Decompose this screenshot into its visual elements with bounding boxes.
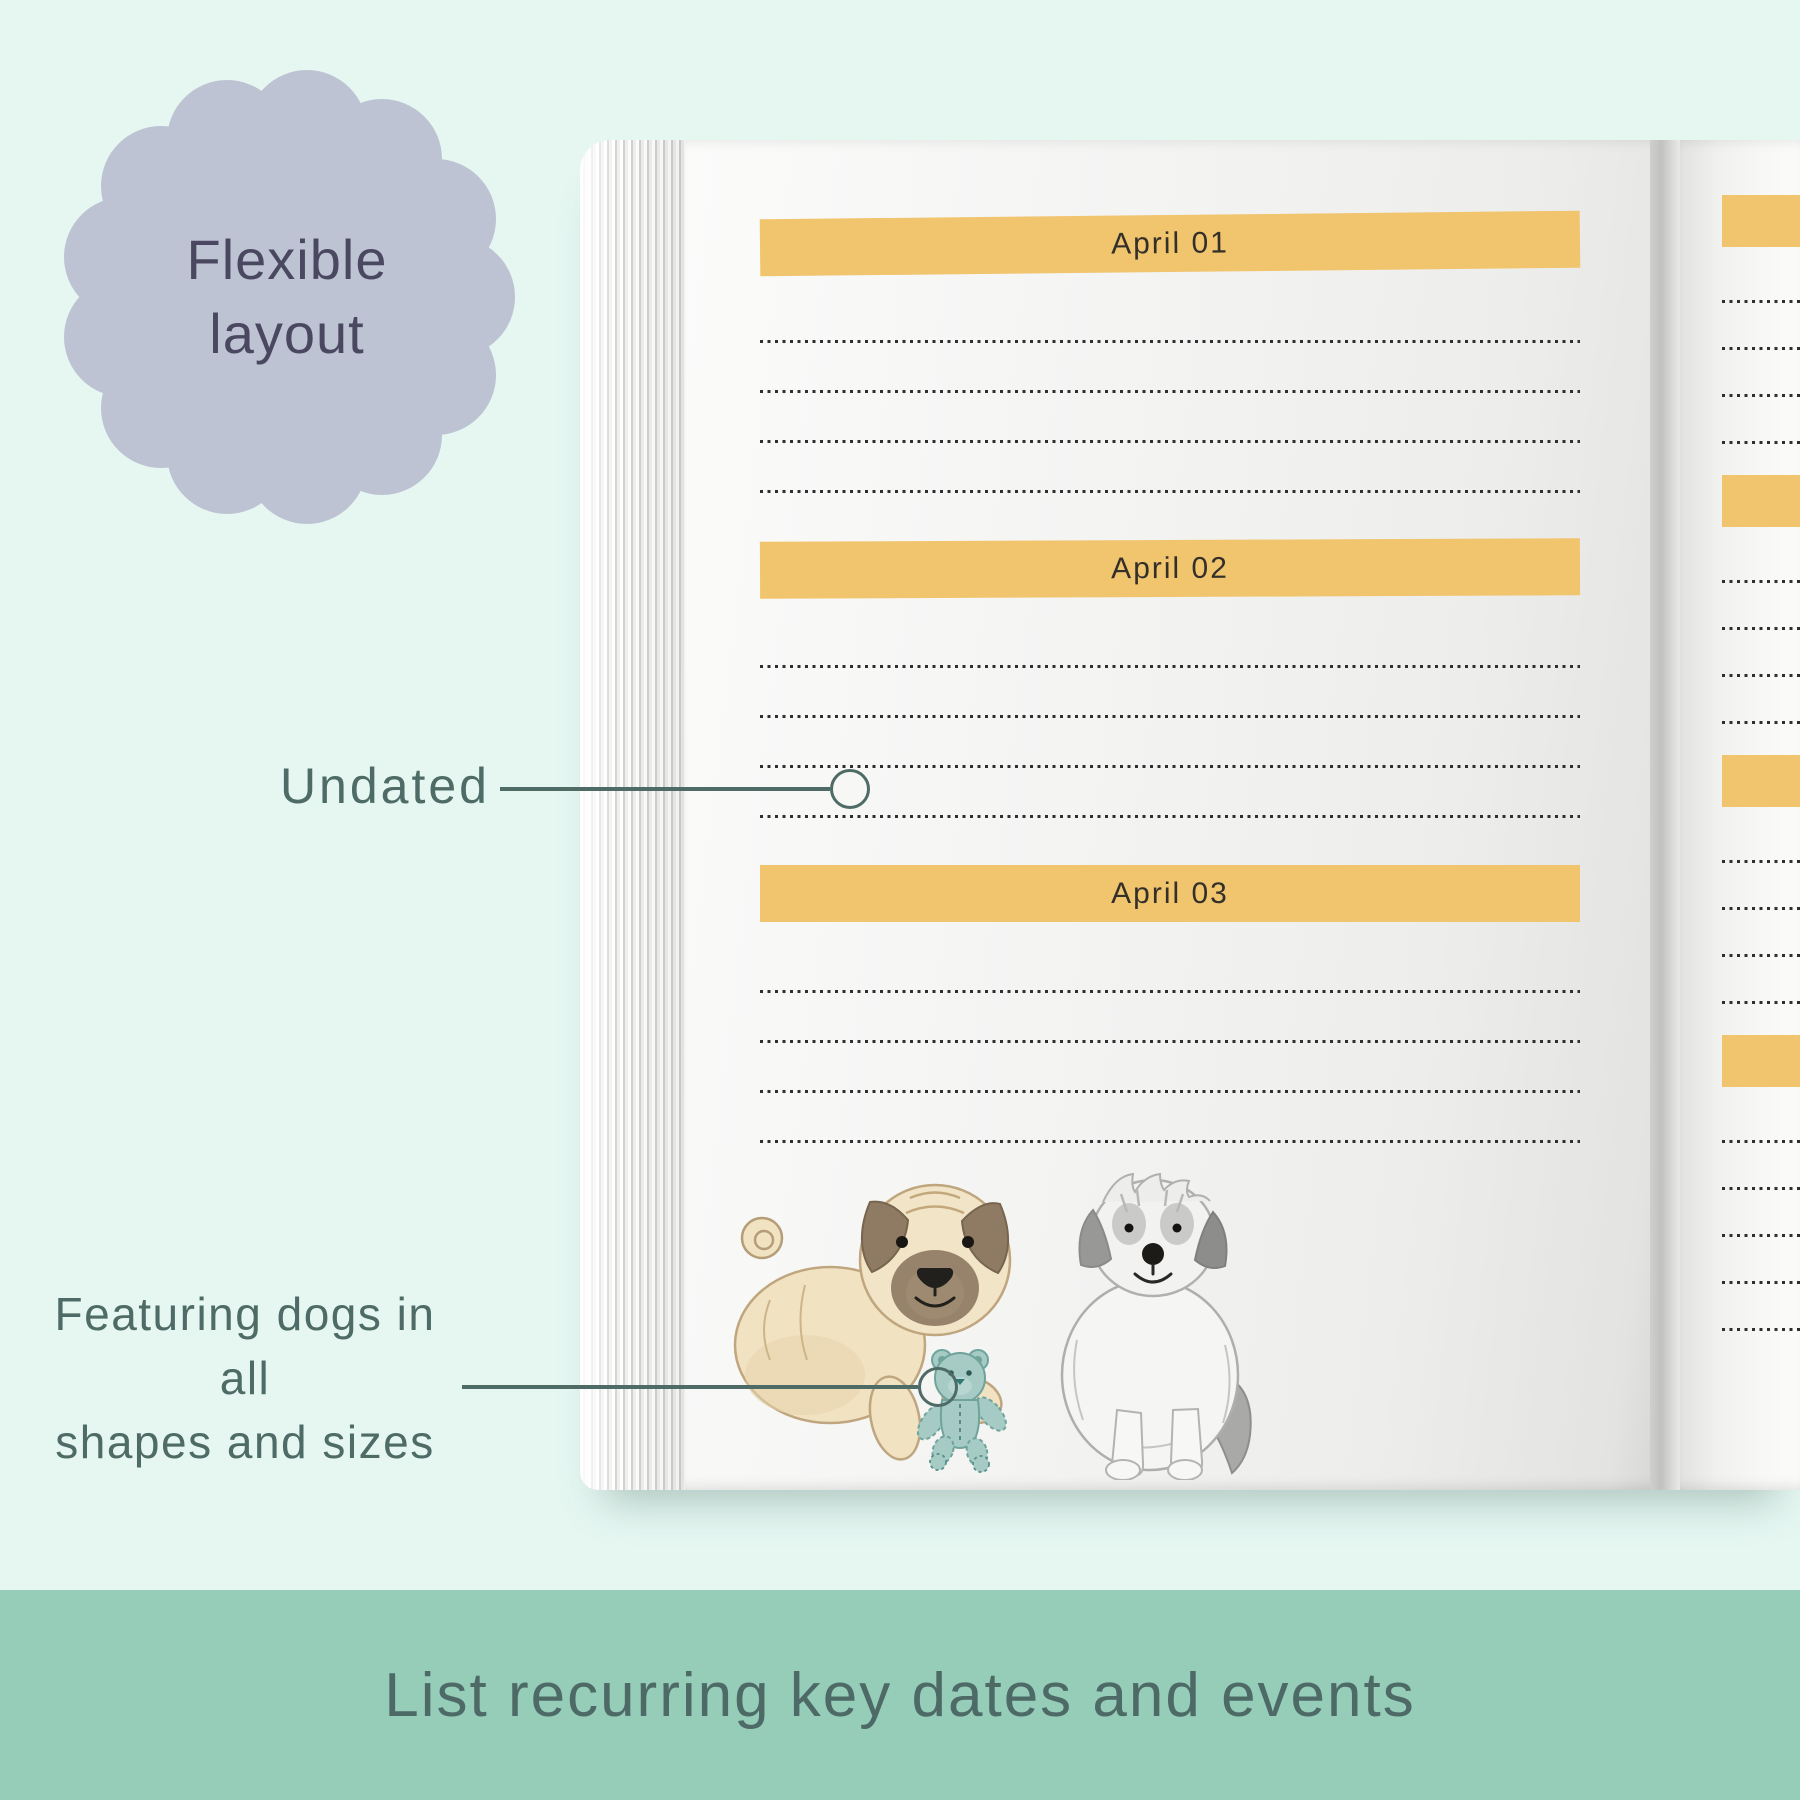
day-header-label: April 02 [1111,551,1229,585]
footer-caption: List recurring key dates and events [384,1660,1416,1730]
dotted-line [1722,1281,1800,1284]
dogs-illustration [733,1172,1252,1480]
dotted-line [1722,441,1800,444]
dotted-line [1722,300,1800,303]
pug-illustration [733,1183,1012,1461]
dotted-line [1722,580,1800,583]
featuring-dogs-line-2: shapes and sizes [55,1416,435,1468]
dotted-line [760,715,1580,718]
planner-book: April 01 April 02 April 03 [580,140,1800,1490]
day-header-label: April 03 [1111,876,1229,910]
dotted-line [760,765,1580,768]
teddy-bear-illustration [916,1349,1007,1473]
featuring-dogs-leader-line [462,1385,918,1389]
day-header-label: April 01 [1110,225,1230,261]
dotted-line [1722,1328,1800,1331]
dotted-line [760,390,1580,393]
right-page [1680,140,1800,1490]
featuring-dogs-line-1: Featuring dogs in all [54,1288,436,1404]
dotted-line [1722,1140,1800,1143]
dotted-line [760,490,1580,493]
undated-callout-label: Undated [279,758,490,814]
dotted-line [760,665,1580,668]
dotted-line [760,1090,1580,1093]
featuring-dogs-callout-label: Featuring dogs in all shapes and sizes [30,1282,460,1474]
day-header-bar-stub [1722,475,1800,527]
sheepdog-illustration [1060,1172,1252,1480]
featuring-dogs-leader-circle [918,1367,958,1407]
dotted-line [1722,1001,1800,1004]
dotted-line [760,1140,1580,1143]
page-edge-stack [580,140,690,1490]
scalloped-badge-icon [64,70,515,524]
day-header-bar-stub [1722,755,1800,807]
footer-band: List recurring key dates and events [0,1590,1800,1800]
dotted-line [760,1040,1580,1043]
dotted-line [1722,721,1800,724]
day-header-bar: April 02 [759,538,1581,599]
badge-label: Flexible layout [57,62,517,532]
dotted-line [1722,394,1800,397]
badge-line-2: layout [209,302,365,365]
dotted-line [1722,954,1800,957]
day-header-bar-stub [1722,1035,1800,1087]
dotted-line [760,815,1580,818]
day-header-bar-stub [1722,195,1800,247]
dotted-line [1722,347,1800,350]
dotted-line [1722,860,1800,863]
dotted-line [760,440,1580,443]
undated-leader-circle [830,769,870,809]
dotted-line [1722,1234,1800,1237]
dotted-line [1722,1187,1800,1190]
badge-line-1: Flexible [186,228,388,292]
dotted-line [760,990,1580,993]
undated-leader-line [500,787,830,791]
book-spine [1650,140,1682,1490]
dotted-line [760,340,1580,343]
dotted-line [1722,627,1800,630]
day-header-bar: April 01 [759,210,1581,277]
day-header-bar: April 03 [760,865,1580,922]
dotted-line [1722,907,1800,910]
dotted-line [1722,674,1800,677]
